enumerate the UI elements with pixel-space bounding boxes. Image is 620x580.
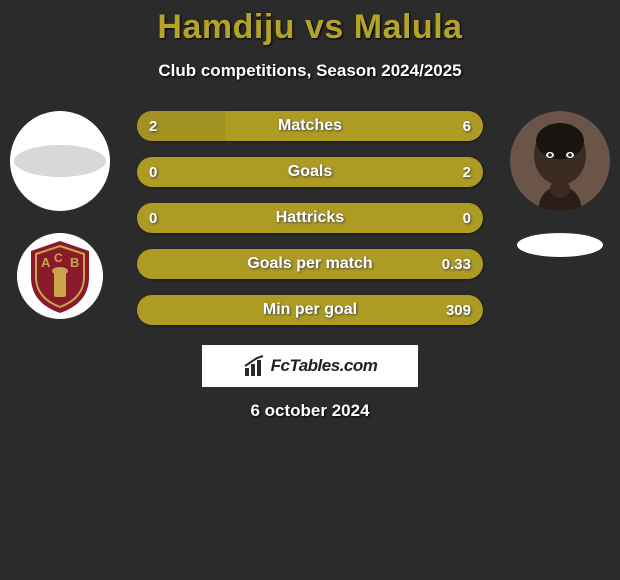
brand-text: FcTables.com (271, 356, 378, 376)
stat-label: Min per goal (137, 295, 483, 325)
right-player-avatar (510, 111, 610, 211)
stat-label: Goals (137, 157, 483, 187)
stat-label: Matches (137, 111, 483, 141)
chart-icon (243, 354, 267, 378)
stat-right-value: 6 (463, 111, 471, 141)
stat-row: 2Matches6 (137, 111, 483, 141)
player-photo-icon (510, 111, 610, 211)
right-player-column (500, 111, 620, 257)
silhouette-icon (10, 141, 110, 181)
stat-right-value: 0 (463, 203, 471, 233)
comparison-content: A B C (0, 111, 620, 325)
date-line: 6 october 2024 (0, 401, 620, 421)
stat-row: Goals per match0.33 (137, 249, 483, 279)
right-club-badge (517, 233, 603, 257)
svg-text:C: C (54, 251, 63, 265)
stats-bars: 2Matches60Goals20Hattricks0Goals per mat… (137, 111, 483, 325)
stat-right-value: 309 (446, 295, 471, 325)
stat-row: 0Hattricks0 (137, 203, 483, 233)
brand-box: FcTables.com (202, 345, 418, 387)
stat-label: Hattricks (137, 203, 483, 233)
club-badge-icon: A B C (17, 233, 103, 319)
stat-right-value: 2 (463, 157, 471, 187)
stat-row: 0Goals2 (137, 157, 483, 187)
left-club-badge: A B C (17, 233, 103, 319)
page-subtitle: Club competitions, Season 2024/2025 (0, 61, 620, 81)
stat-right-value: 0.33 (442, 249, 471, 279)
svg-text:A: A (41, 255, 51, 270)
svg-text:B: B (70, 255, 79, 270)
stat-row: Min per goal309 (137, 295, 483, 325)
left-player-avatar (10, 111, 110, 211)
left-player-column: A B C (0, 111, 120, 319)
page-title: Hamdiju vs Malula (0, 0, 620, 47)
stat-label: Goals per match (137, 249, 483, 279)
